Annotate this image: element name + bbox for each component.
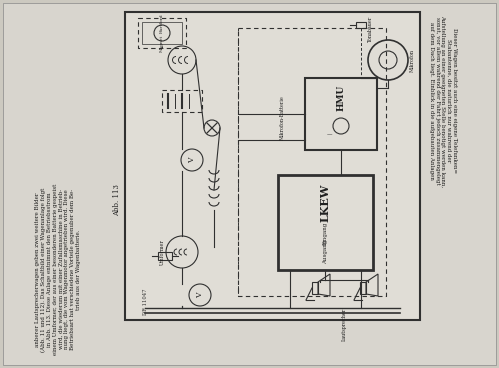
Bar — [360, 282, 366, 294]
Text: —: — — [326, 132, 332, 138]
Bar — [158, 252, 172, 260]
Text: Umformer: Umformer — [160, 239, 165, 265]
Text: DR 11047: DR 11047 — [143, 289, 148, 315]
Bar — [312, 282, 318, 294]
Text: Lautsprecher: Lautsprecher — [341, 308, 346, 341]
Text: Ausgang: Ausgang — [323, 240, 328, 264]
Text: Magnet: Magnet — [160, 34, 164, 52]
Text: Tonabauer: Tonabauer — [367, 16, 372, 42]
Bar — [305, 78, 377, 150]
Text: Mikrofon-Batterie: Mikrofon-Batterie — [279, 96, 284, 140]
Text: V: V — [196, 292, 204, 298]
Text: Hartford: Hartford — [160, 13, 164, 33]
Bar — [142, 22, 182, 44]
Text: Mikrofon: Mikrofon — [410, 49, 415, 71]
Text: Dieser Wagen besitzt auch eine eigene Telefunken=
Stabantenne, die naturlich nur: Dieser Wagen besitzt auch eine eigene Te… — [429, 15, 457, 187]
Text: anberer Lautsprecherwagen geben zwei weitere Bilder
(Abb. 11 und 112). Das Schal: anberer Lautsprecherwagen geben zwei wei… — [35, 184, 81, 355]
Text: Abb. 113: Abb. 113 — [113, 184, 121, 216]
Bar — [278, 175, 373, 270]
Text: LKEW: LKEW — [320, 184, 331, 222]
Text: V: V — [188, 157, 196, 163]
Bar — [125, 12, 420, 320]
Bar — [356, 22, 366, 28]
Text: Eingang: Eingang — [323, 222, 328, 245]
Text: HMU: HMU — [336, 85, 345, 111]
